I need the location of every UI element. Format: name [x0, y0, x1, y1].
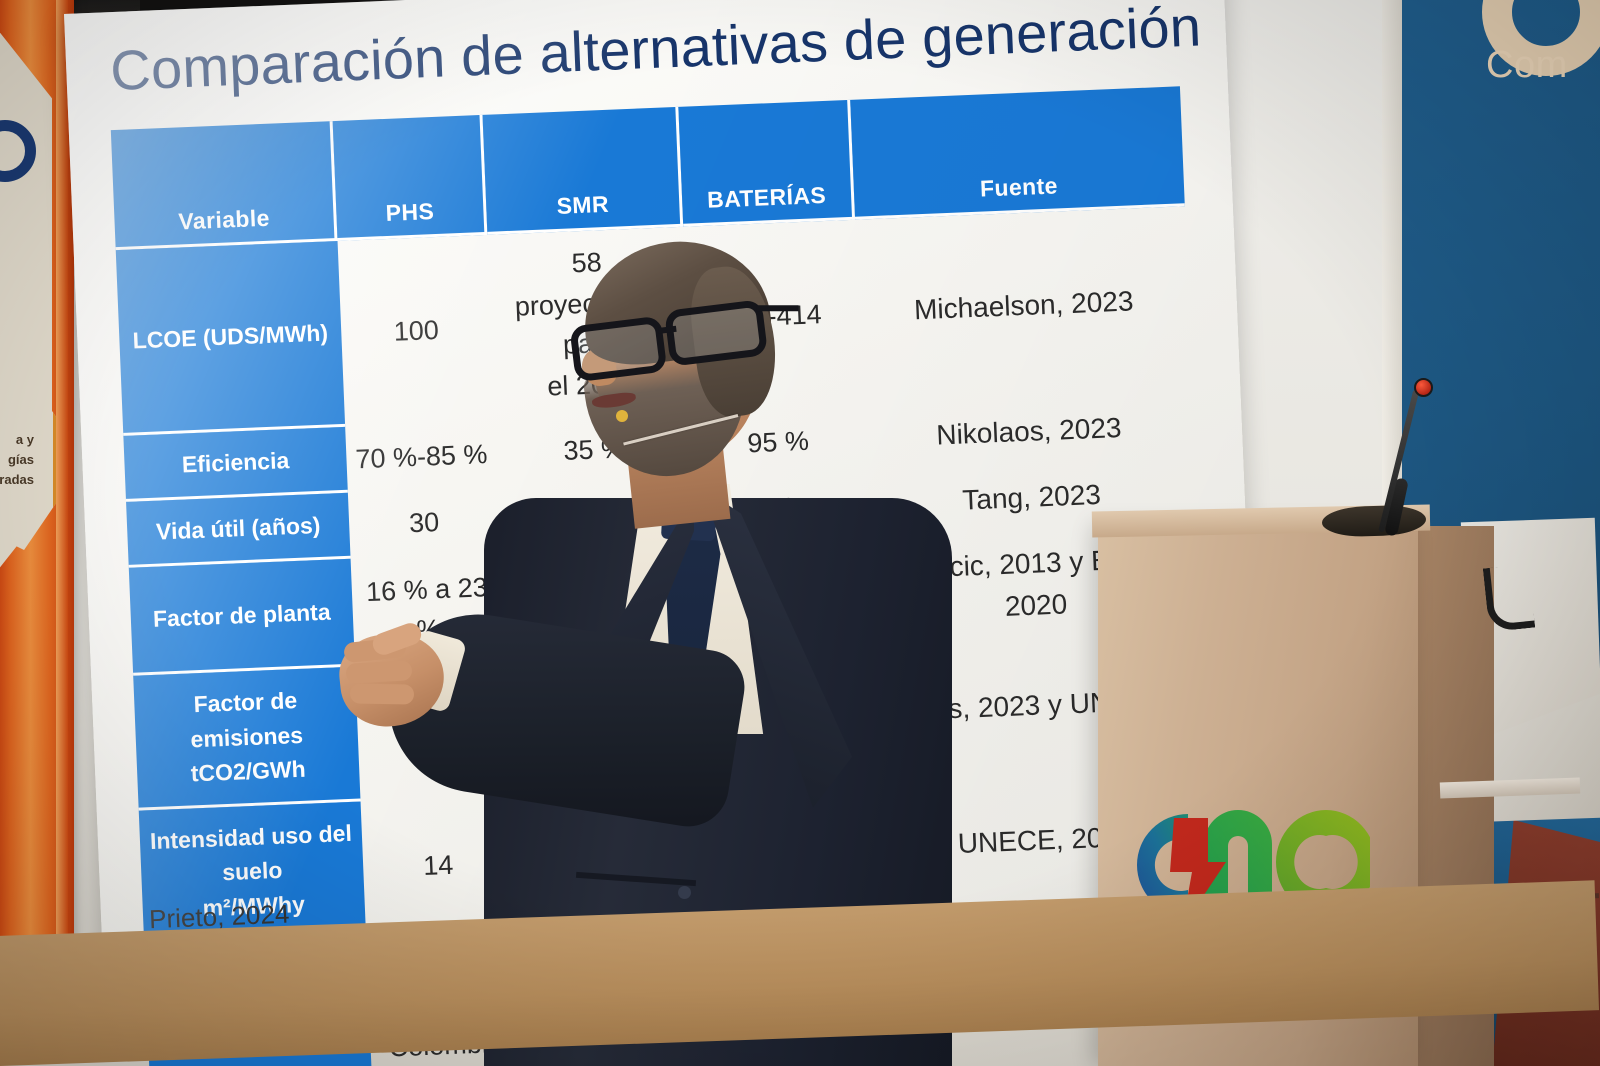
table-header-variable: Variable	[110, 121, 338, 251]
row-label-line: Factor de emisiones	[190, 687, 304, 752]
microphone-head	[1414, 378, 1433, 397]
suit-button-lower	[678, 886, 691, 899]
row-label-line: Eficiencia	[181, 447, 290, 478]
row-label-line: tCO2/GWh	[190, 755, 307, 787]
row-label: Factor de planta	[128, 558, 356, 676]
eyeglass-temple	[756, 305, 799, 312]
banner-right-strip	[56, 0, 68, 1000]
headset-microphone-capsule	[616, 410, 628, 422]
banner-line-1: a y	[15, 432, 34, 447]
table-header-bater-as: BATERÍAS	[678, 99, 856, 227]
finger	[349, 683, 415, 705]
row-label-line: LCOE (UDS/MWh)	[132, 319, 329, 354]
table-header-phs: PHS	[332, 114, 488, 241]
slide-title: Comparación de alternativas de generació…	[109, 0, 1203, 103]
banner-line-2: gías	[7, 452, 34, 468]
banner-line-3: radas	[0, 472, 34, 488]
finger	[345, 660, 413, 684]
backdrop-text: Com	[1486, 44, 1568, 86]
row-label-line: Factor de planta	[152, 598, 332, 633]
banner-text-block: a y gías radas	[0, 430, 38, 490]
row-label-line: Intensidad uso del suelo	[149, 819, 353, 886]
row-label-line: Vida útil (años)	[155, 512, 321, 545]
table-header-smr: SMR	[482, 106, 684, 235]
banner-circle-graphic	[0, 120, 36, 182]
row-label: Factor de emisiones tCO2/GWh	[133, 666, 361, 811]
table-header-fuente: Fuente	[850, 86, 1185, 220]
row-label: Vida útil (años)	[126, 492, 351, 568]
row-label: Eficiencia	[123, 426, 348, 502]
eyeglass-lens-right	[664, 299, 769, 367]
row-label: LCOE (UDS/MWh)	[115, 240, 346, 436]
eyeglass-lens-left	[569, 315, 668, 383]
